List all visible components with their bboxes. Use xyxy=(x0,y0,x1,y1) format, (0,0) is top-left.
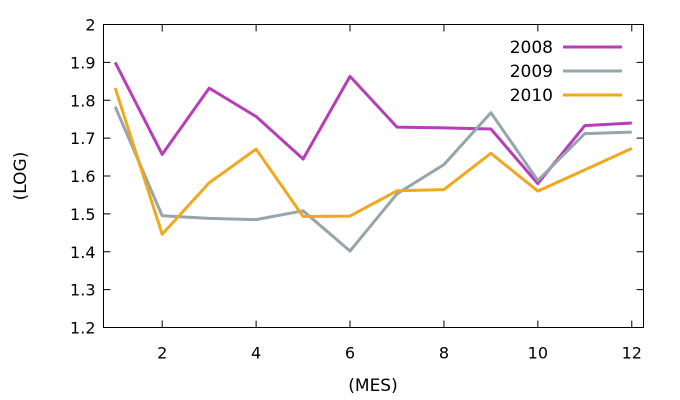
series-layer xyxy=(113,61,633,253)
x-axis-title: (MES) xyxy=(348,376,397,396)
y-tick-label: 1.9 xyxy=(70,53,95,72)
x-tick-label: 6 xyxy=(345,344,355,363)
x-tick-label: 8 xyxy=(439,344,449,363)
legend-label-2009: 2009 xyxy=(510,62,553,82)
legend-label-2010: 2010 xyxy=(510,86,553,106)
y-axis-title: (LOG) xyxy=(11,152,31,201)
x-tick-label: 10 xyxy=(528,344,548,363)
series-line-2010 xyxy=(113,87,633,236)
legend: 2008 2009 2010 xyxy=(510,38,622,106)
legend-label-2008: 2008 xyxy=(510,38,553,58)
y-tick-label: 1.4 xyxy=(70,243,95,262)
y-axis: 1.2 1.3 1.4 1.5 1.6 1.7 1.8 1.9 2 xyxy=(70,16,644,338)
y-tick-label: 1.6 xyxy=(70,167,95,186)
y-tick-label: 1.7 xyxy=(70,129,95,148)
y-tick-label: 1.2 xyxy=(70,319,95,338)
x-axis: 2 4 6 8 10 12 xyxy=(157,24,642,363)
x-tick-label: 12 xyxy=(622,344,642,363)
x-tick-label: 2 xyxy=(157,344,167,363)
y-tick-label: 1.8 xyxy=(70,91,95,110)
x-tick-label: 4 xyxy=(251,344,261,363)
y-tick-label: 1.3 xyxy=(70,281,95,300)
y-tick-label: 2 xyxy=(85,16,95,35)
series-line-2009 xyxy=(113,106,632,253)
y-tick-label: 1.5 xyxy=(70,205,95,224)
plot-frame xyxy=(103,24,644,328)
